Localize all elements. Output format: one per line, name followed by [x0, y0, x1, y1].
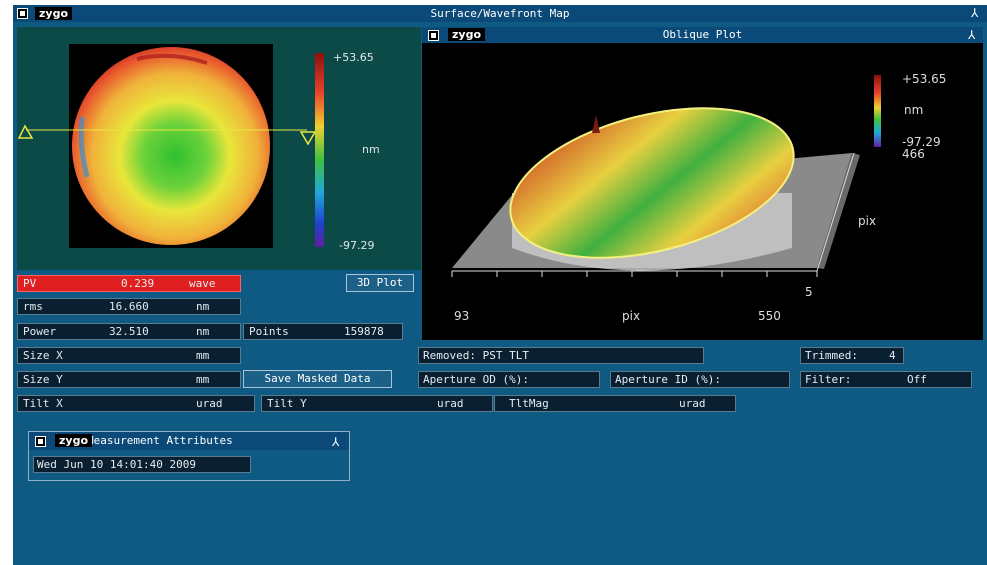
filter-field: Filter: Off [800, 371, 972, 388]
attributes-date-field: Wed Jun 10 14:01:40 2009 [33, 456, 251, 473]
attributes-zygo-logo: zygo [55, 434, 93, 447]
scale-unit-label: nm [362, 143, 380, 156]
attributes-pin-icon[interactable]: ⅄ [332, 435, 340, 449]
oblique-title: Oblique Plot [662, 28, 743, 41]
power-label: Power [23, 325, 57, 338]
surface-map-image [17, 44, 324, 248]
attributes-title: Measurement Attributes [87, 434, 233, 447]
tltmag-field: TltMag urad [494, 395, 736, 412]
power-field: Power 32.510 nm [17, 323, 241, 340]
oblique-y-max: 466 [902, 147, 925, 161]
attributes-title-bar: Measurement Attributes zygo ⅄ [29, 432, 349, 450]
points-value: 159878 [344, 325, 384, 338]
oblique-color-scale [874, 75, 881, 147]
oblique-zygo-logo: zygo [448, 28, 486, 41]
tilt-x-unit: urad [196, 397, 223, 410]
removed-field: Removed: PST TLT [418, 347, 704, 364]
size-y-label: Size Y [23, 373, 63, 386]
tilt-x-label: Tilt X [23, 397, 63, 410]
scale-min-label: -97.29 [339, 239, 375, 252]
power-unit: nm [196, 325, 210, 338]
oblique-y-min: 5 [805, 285, 813, 299]
pv-label: PV [23, 277, 37, 290]
oblique-x-max: 550 [758, 309, 781, 323]
color-scale-bar [315, 53, 324, 247]
oblique-scale-unit: nm [904, 103, 924, 117]
right-handle-icon [299, 131, 317, 146]
oblique-scale-min: -97.29 [902, 135, 941, 149]
rms-value: 16.660 [109, 300, 149, 313]
removed-text: Removed: PST TLT [423, 349, 529, 362]
window-title: Surface/Wavefront Map [430, 7, 570, 20]
oblique-title-bar: zygo Oblique Plot ⅄ [422, 27, 983, 43]
oblique-scale-max: +53.65 [902, 72, 947, 86]
attributes-close-icon[interactable] [35, 436, 46, 447]
trimmed-field: Trimmed: 4 [800, 347, 904, 364]
aperture-od-field: Aperture OD (%): [418, 371, 600, 388]
oblique-pin-icon[interactable]: ⅄ [968, 28, 976, 42]
pv-value: 0.239 [121, 277, 155, 290]
size-x-field: Size X mm [17, 347, 241, 364]
save-masked-data-button[interactable]: Save Masked Data [243, 370, 392, 388]
tilt-y-field: Tilt Y urad [261, 395, 493, 412]
tltmag-unit: urad [679, 397, 706, 410]
points-label: Points [249, 325, 289, 338]
aperture-id-label: Aperture ID (%): [615, 373, 721, 386]
size-x-label: Size X [23, 349, 63, 362]
main-title-bar: zygo Surface/Wavefront Map ⅄ [13, 5, 987, 22]
size-x-unit: mm [196, 349, 210, 362]
filter-value: Off [907, 373, 927, 386]
measurement-attributes-window: Measurement Attributes zygo ⅄ Wed Jun 10… [28, 431, 350, 481]
scale-max-label: +53.65 [333, 51, 374, 64]
main-window: zygo Surface/Wavefront Map ⅄ [13, 5, 987, 565]
trimmed-value: 4 [889, 349, 896, 362]
pv-unit: wave [189, 277, 216, 290]
zygo-logo: zygo [35, 7, 73, 20]
filter-label: Filter: [805, 373, 852, 386]
tilt-y-unit: urad [437, 397, 464, 410]
pin-icon[interactable]: ⅄ [971, 6, 979, 20]
surface-top [510, 108, 794, 258]
power-value: 32.510 [109, 325, 149, 338]
aperture-od-label: Aperture OD (%): [423, 373, 529, 386]
aperture-id-field: Aperture ID (%): [610, 371, 790, 388]
oblique-3d-plot [451, 75, 881, 277]
attributes-date: Wed Jun 10 14:01:40 2009 [37, 458, 196, 471]
points-field: Points 159878 [243, 323, 403, 340]
rms-label: rms [23, 300, 43, 313]
tilt-x-field: Tilt X urad [17, 395, 255, 412]
tltmag-label: TltMag [509, 397, 549, 410]
oblique-plot-window: zygo Oblique Plot ⅄ [422, 27, 983, 340]
trimmed-label: Trimmed: [805, 349, 858, 362]
rms-unit: nm [196, 300, 210, 313]
tilt-y-label: Tilt Y [267, 397, 307, 410]
size-y-unit: mm [196, 373, 210, 386]
oblique-y-label: pix [858, 214, 877, 228]
left-handle-icon [17, 124, 34, 139]
close-icon[interactable] [17, 8, 28, 19]
oblique-x-label: pix [622, 309, 641, 323]
pv-field: PV 0.239 wave [17, 275, 241, 292]
size-y-field: Size Y mm [17, 371, 241, 388]
oblique-x-min: 93 [454, 309, 470, 323]
surface-disk [72, 47, 270, 245]
rms-field: rms 16.660 nm [17, 298, 241, 315]
oblique-close-icon[interactable] [428, 30, 439, 41]
surface-map-panel: +53.65 nm -97.29 [17, 27, 421, 270]
3d-plot-button[interactable]: 3D Plot [346, 274, 414, 292]
